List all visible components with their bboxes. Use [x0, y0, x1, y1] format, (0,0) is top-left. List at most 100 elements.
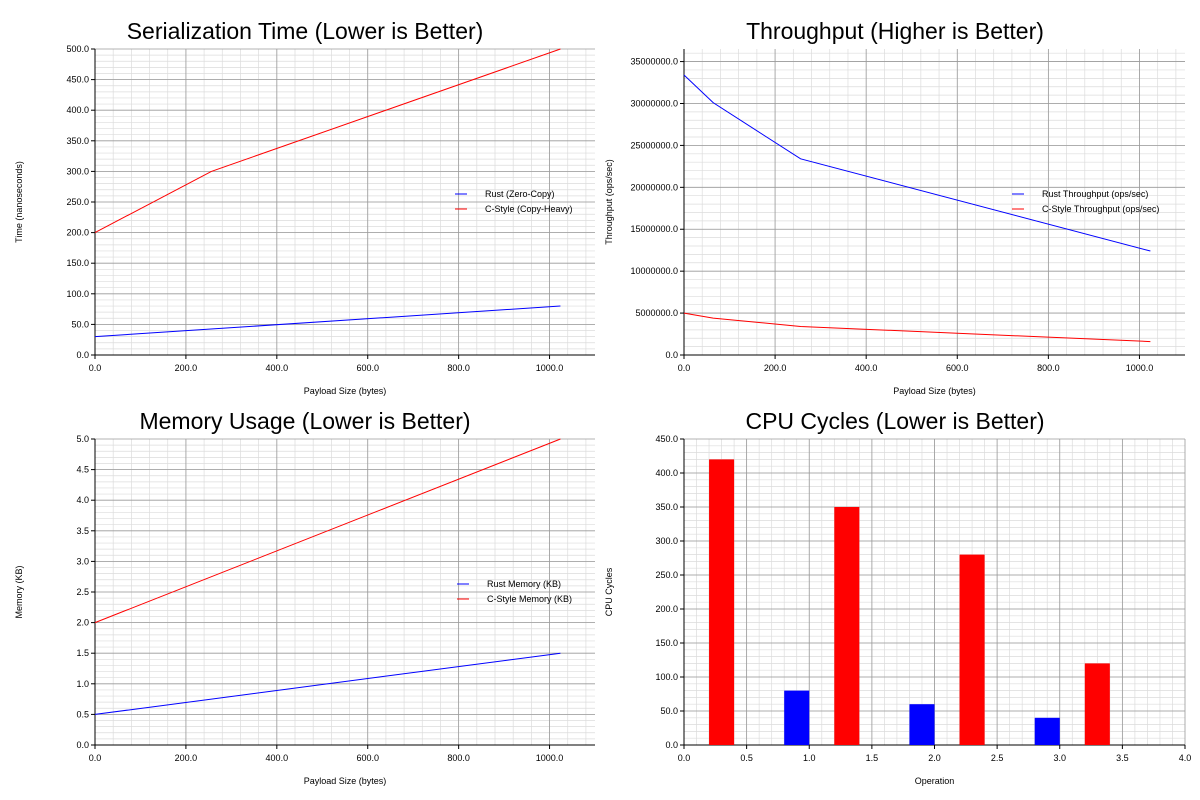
x-axis-label: Payload Size (bytes)	[893, 386, 976, 396]
y-tick-label: 1.5	[76, 648, 89, 658]
y-tick-label: 100.0	[66, 289, 89, 299]
x-tick-label: 200.0	[175, 363, 198, 373]
y-tick-label: 200.0	[66, 228, 89, 238]
x-tick-label: 600.0	[946, 363, 969, 373]
x-axis-label: Operation	[915, 776, 955, 786]
legend-label: C-Style (Copy-Heavy)	[485, 204, 573, 214]
y-tick-label: 400.0	[66, 105, 89, 115]
bar-c-style	[709, 459, 735, 745]
y-tick-label: 3.5	[76, 526, 89, 536]
y-tick-label: 2.5	[76, 587, 89, 597]
y-tick-label: 0.0	[76, 350, 89, 360]
bar-c-style	[1084, 663, 1110, 745]
x-axis-label: Payload Size (bytes)	[304, 776, 387, 786]
chart-title: CPU Cycles (Lower is Better)	[745, 408, 1044, 434]
major-grid	[95, 48, 595, 355]
legend-label: Rust Throughput (ops/sec)	[1042, 189, 1148, 199]
y-tick-label: 100.0	[655, 672, 678, 682]
x-tick-label: 800.0	[447, 363, 470, 373]
x-tick-label: 3.0	[1053, 753, 1066, 763]
series-line-c-style	[683, 312, 1151, 343]
series-line-rust	[94, 305, 561, 338]
y-tick-label: 250.0	[655, 570, 678, 580]
y-tick-label: 500.0	[66, 44, 89, 54]
y-tick-label: 4.5	[76, 465, 89, 475]
y-tick-label: 30000000.0	[630, 98, 678, 108]
y-axis-label: Time (nanoseconds)	[14, 161, 24, 243]
x-axis-label: Payload Size (bytes)	[304, 386, 387, 396]
chart-panel-3: 0.0 200.0 400.0 600.0 800.0 1000.0 0.0 0.5 1.0 1.…	[14, 408, 595, 786]
chart-panel-4: 0.0 0.5 1.0 1.5 2.0 2.5 3.0 3.5 4.0 0.0 50.0 100.0 1…	[604, 408, 1191, 786]
bar-rust	[909, 704, 935, 745]
y-tick-label: 0.0	[665, 740, 678, 750]
major-grid	[95, 438, 595, 745]
y-tick-label: 5000000.0	[635, 308, 678, 318]
y-tick-label: 0.0	[76, 740, 89, 750]
x-tick-label: 200.0	[764, 363, 787, 373]
y-tick-label: 20000000.0	[630, 182, 678, 192]
y-tick-label: 5.0	[76, 434, 89, 444]
x-tick-label: 1000.0	[1126, 363, 1154, 373]
y-axis-label: Memory (KB)	[14, 565, 24, 618]
x-tick-label: 600.0	[356, 363, 379, 373]
x-tick-label: 400.0	[855, 363, 878, 373]
y-tick-label: 150.0	[66, 258, 89, 268]
y-tick-label: 450.0	[66, 75, 89, 85]
y-axis-label: CPU Cycles	[604, 567, 614, 616]
chart-title: Serialization Time (Lower is Better)	[127, 18, 484, 44]
y-tick-label: 3.0	[76, 556, 89, 566]
y-tick-label: 200.0	[655, 604, 678, 614]
y-tick-label: 350.0	[66, 136, 89, 146]
x-tick-label: 0.5	[740, 753, 753, 763]
legend-label: C-Style Memory (KB)	[487, 594, 572, 604]
bar-c-style	[959, 554, 985, 745]
chart-title: Throughput (Higher is Better)	[746, 18, 1044, 44]
x-tick-label: 0.0	[678, 363, 691, 373]
x-tick-label: 400.0	[266, 363, 289, 373]
bar-rust	[784, 690, 810, 745]
bar-rust	[1034, 717, 1060, 745]
legend-label: C-Style Throughput (ops/sec)	[1042, 204, 1159, 214]
major-grid	[684, 49, 1185, 355]
y-tick-label: 300.0	[655, 536, 678, 546]
x-tick-label: 800.0	[447, 753, 470, 763]
x-tick-label: 0.0	[89, 753, 102, 763]
y-tick-label: 0.5	[76, 709, 89, 719]
series-line-rust	[683, 74, 1151, 252]
chart-panel-2: 0.0 200.0 400.0 600.0 800.0 1000.0 0.0 5000000.…	[604, 18, 1185, 396]
y-tick-label: 10000000.0	[630, 266, 678, 276]
y-tick-label: 350.0	[655, 502, 678, 512]
legend-label: Rust (Zero-Copy)	[485, 189, 555, 199]
x-tick-label: 1.0	[803, 753, 816, 763]
y-tick-label: 450.0	[655, 434, 678, 444]
chart-panel-1: 0.0 200.0 400.0 600.0 800.0 1000.0 0.0 50.0 100.…	[14, 18, 595, 396]
x-tick-label: 400.0	[266, 753, 289, 763]
x-tick-label: 1.5	[866, 753, 879, 763]
y-tick-label: 4.0	[76, 495, 89, 505]
x-tick-label: 4.0	[1179, 753, 1192, 763]
x-tick-label: 1000.0	[536, 363, 564, 373]
x-tick-label: 2.5	[991, 753, 1004, 763]
legend-label: Rust Memory (KB)	[487, 579, 561, 589]
x-tick-label: 3.5	[1116, 753, 1129, 763]
x-tick-label: 1000.0	[536, 753, 564, 763]
y-tick-label: 25000000.0	[630, 140, 678, 150]
x-tick-label: 600.0	[356, 753, 379, 763]
chart-title: Memory Usage (Lower is Better)	[139, 408, 470, 434]
y-tick-label: 2.0	[76, 618, 89, 628]
minor-grid	[684, 49, 1185, 355]
y-tick-label: 15000000.0	[630, 224, 678, 234]
y-axis-label: Throughput (ops/sec)	[604, 159, 614, 245]
series-line-c-style	[94, 438, 561, 624]
x-tick-label: 800.0	[1037, 363, 1060, 373]
series-line-rust	[94, 652, 561, 715]
y-tick-label: 1.0	[76, 679, 89, 689]
bar-c-style	[834, 507, 860, 745]
y-tick-label: 0.0	[665, 350, 678, 360]
x-tick-label: 200.0	[175, 753, 198, 763]
x-tick-label: 0.0	[89, 363, 102, 373]
y-tick-label: 150.0	[655, 638, 678, 648]
y-tick-label: 400.0	[655, 468, 678, 478]
y-tick-label: 35000000.0	[630, 57, 678, 67]
